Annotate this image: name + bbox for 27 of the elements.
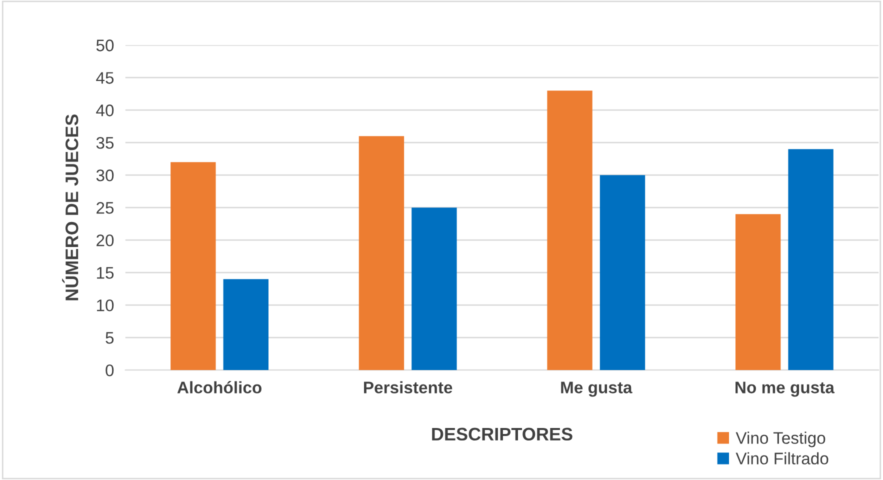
bar <box>547 90 592 370</box>
legend-label: Vino Filtrado <box>736 452 828 464</box>
x-axis-title: DESCRIPTORES <box>432 428 572 441</box>
y-tick-label: 10 <box>97 299 114 312</box>
x-tick-label: No me gusta <box>736 382 835 397</box>
bar <box>170 162 216 370</box>
bar <box>788 149 834 370</box>
x-tick-label: Persistente <box>364 381 452 394</box>
y-tick-label: 50 <box>96 40 114 52</box>
bar <box>600 175 646 370</box>
x-tick-label: Me gusta <box>561 382 632 397</box>
legend-label: Vino Testigo <box>736 432 826 448</box>
y-axis-title: NÚMERO DE JUECES <box>62 114 78 300</box>
y-tick-label: 25 <box>96 202 114 214</box>
bar <box>735 214 781 370</box>
y-tick-label: 45 <box>96 72 114 84</box>
y-tick-label: 30 <box>96 170 114 182</box>
y-tick-label: 0 <box>106 364 114 376</box>
x-tick-label: Alcohólico <box>177 381 262 394</box>
y-tick-label: 20 <box>96 234 114 246</box>
y-tick-label: 40 <box>96 104 114 116</box>
y-tick-label: 15 <box>97 267 114 279</box>
y-tick-label: 35 <box>96 137 114 149</box>
bar <box>358 136 404 370</box>
bar <box>412 208 457 370</box>
y-tick-label: 5 <box>106 332 114 344</box>
bar <box>223 279 268 370</box>
